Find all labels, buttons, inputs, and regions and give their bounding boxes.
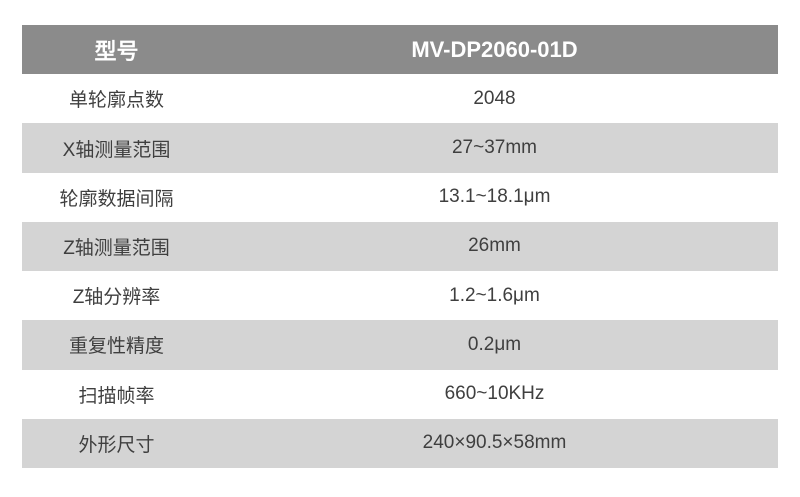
row-label: 轮廓数据间隔 [59,188,174,210]
row-value: 660~10KHz [444,383,545,405]
row-value: 27~37mm [451,137,538,159]
row-label: 扫描帧率 [78,385,155,407]
row-label: 单轮廓点数 [68,90,164,112]
row-value: 1.2~1.6μm [449,284,540,306]
row-value: 13.1~18.1μm [438,186,551,208]
table-row: Z轴测量范围 26mm [22,221,778,272]
row-value: 26mm [468,235,521,257]
row-value: 0.2μm [467,333,522,355]
table-row: Z轴分辨率 1.2~1.6μm [22,271,778,321]
row-value: 2048 [473,87,516,109]
header-model-label: 型号 [94,38,139,64]
row-label: Z轴分辨率 [72,287,161,309]
table-body: 单轮廓点数 2048 X轴测量范围 27~37mm 轮廓数据间隔 13.1~18… [22,74,778,468]
table-header-row: 型号 MV-DP2060-01D [22,25,778,75]
table-row: X轴测量范围 27~37mm [22,123,778,173]
table-row: 单轮廓点数 2048 [22,74,778,124]
table-row: 外形尺寸 240×90.5×58mm [22,418,778,468]
row-label: Z轴测量范围 [63,237,170,259]
header-model-value: MV-DP2060-01D [411,36,578,62]
table-row: 扫描帧率 660~10KHz [22,369,778,419]
spec-table: 型号 MV-DP2060-01D 单轮廓点数 2048 X轴测量范围 27~37… [22,25,778,468]
table-row: 重复性精度 0.2μm [22,320,778,370]
row-value: 240×90.5×58mm [422,432,567,454]
row-label: X轴测量范围 [62,139,171,161]
row-label: 外形尺寸 [78,434,155,456]
table-row: 轮廓数据间隔 13.1~18.1μm [22,172,778,222]
row-label: 重复性精度 [68,336,164,358]
